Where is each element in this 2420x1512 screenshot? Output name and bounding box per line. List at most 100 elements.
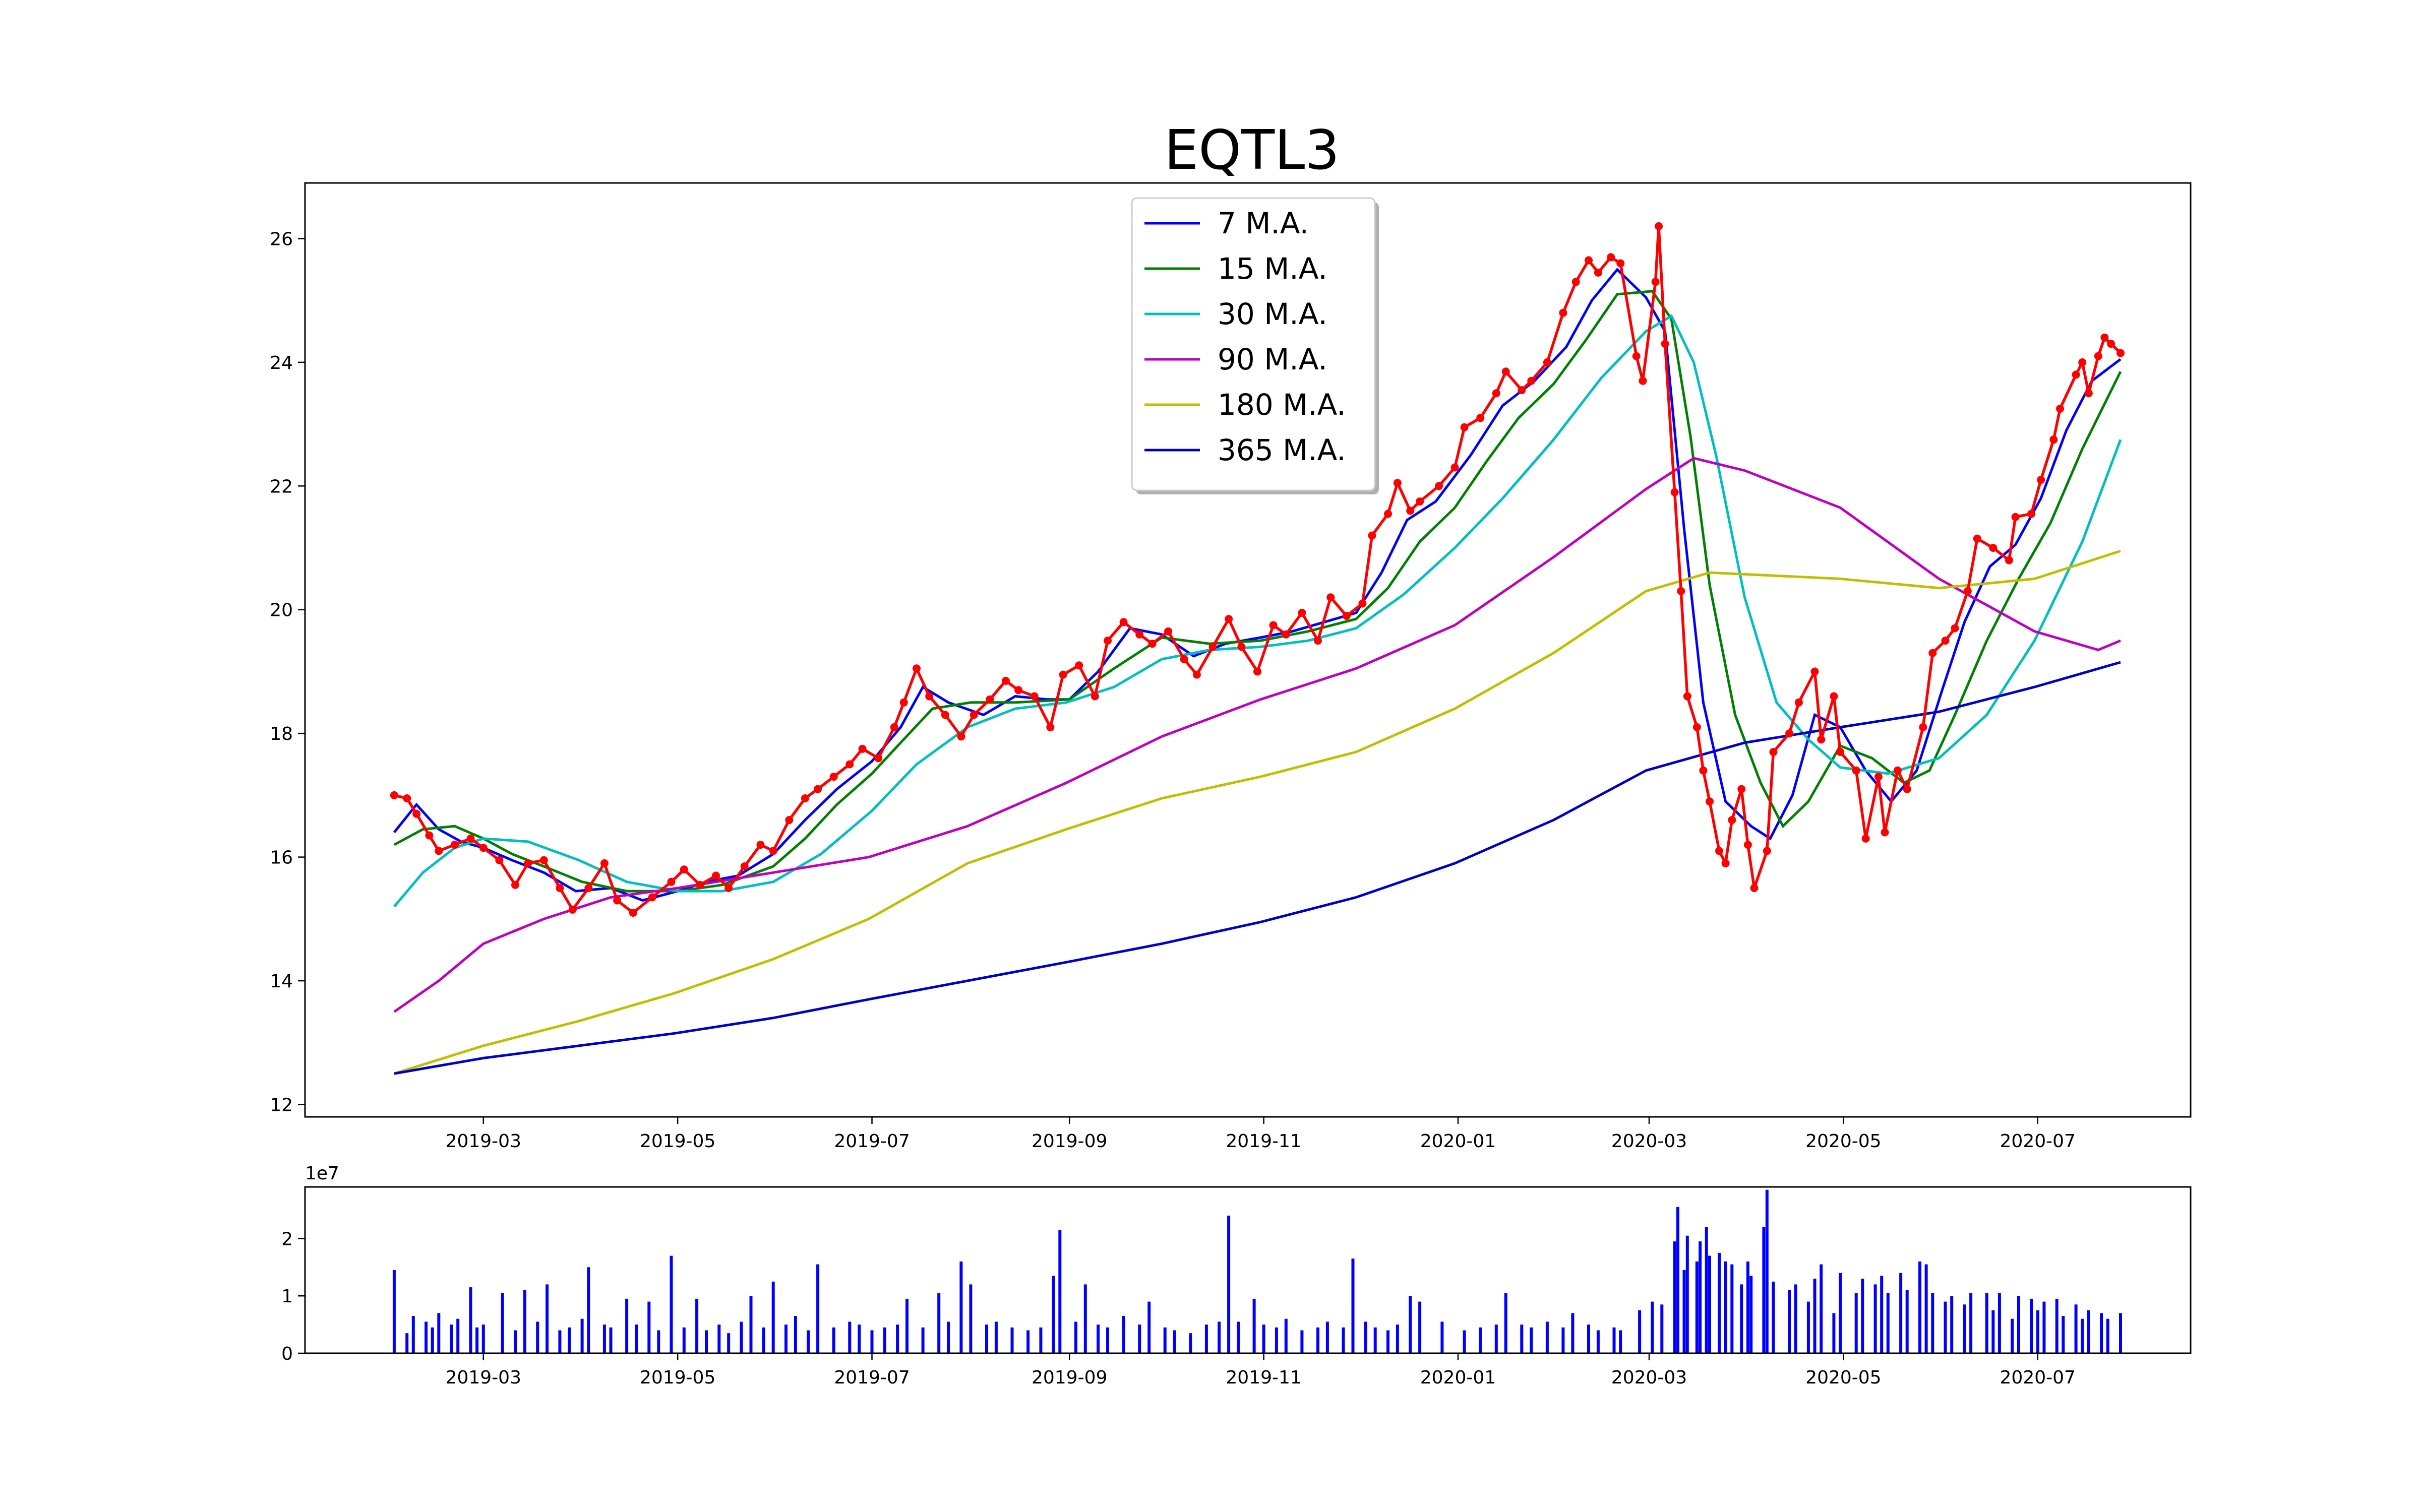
legend-entry: 180 M.A. xyxy=(1218,388,1346,422)
price-point xyxy=(2116,349,2125,357)
volume-bar xyxy=(1724,1261,1727,1353)
price-point xyxy=(1148,640,1157,648)
volume-bar xyxy=(1619,1330,1622,1353)
volume-bar xyxy=(1039,1327,1043,1353)
price-point xyxy=(740,862,749,870)
price-point xyxy=(913,664,921,673)
price-point xyxy=(403,794,411,802)
volume-bar xyxy=(1998,1293,2001,1353)
volume-bar xyxy=(883,1327,886,1353)
volume-bar xyxy=(602,1325,606,1353)
volume-bar xyxy=(1325,1321,1329,1353)
price-point xyxy=(568,905,577,914)
price-point xyxy=(1836,748,1845,756)
volume-x-tick-label: 2019-11 xyxy=(1226,1367,1301,1388)
volume-bar xyxy=(1409,1296,1412,1353)
volume-bar xyxy=(1880,1276,1884,1353)
price-point xyxy=(2078,358,2087,366)
volume-bar xyxy=(905,1298,909,1353)
volume-bar xyxy=(740,1321,743,1353)
price-point xyxy=(2056,404,2064,413)
volume-bar xyxy=(1440,1321,1444,1353)
x-tick-label: 2020-01 xyxy=(1420,1131,1496,1152)
x-tick-label: 2019-09 xyxy=(1032,1131,1107,1152)
price-point xyxy=(667,877,676,886)
volume-bar xyxy=(705,1330,708,1353)
price-point xyxy=(724,884,733,892)
price-point xyxy=(1014,686,1023,695)
volume-bar xyxy=(437,1313,441,1353)
volume-bar xyxy=(717,1325,721,1353)
x-tick-label: 2019-03 xyxy=(446,1131,521,1152)
volume-bar xyxy=(625,1298,629,1353)
volume-bar xyxy=(405,1333,409,1353)
price-point xyxy=(1963,587,1972,595)
volume-x-tick-label: 2019-05 xyxy=(640,1367,715,1388)
volume-bar xyxy=(959,1261,963,1353)
price-point xyxy=(1941,637,1950,645)
volume-bar xyxy=(1097,1325,1100,1353)
volume-bar xyxy=(1749,1276,1753,1353)
volume-bar xyxy=(1918,1261,1921,1353)
volume-bar xyxy=(1944,1301,1947,1353)
price-point xyxy=(1661,340,1669,348)
price-point xyxy=(1683,692,1691,701)
volume-x-tick-label: 2020-01 xyxy=(1420,1367,1496,1388)
price-point xyxy=(524,859,532,867)
volume-bar xyxy=(2030,1298,2033,1353)
y-tick-label: 14 xyxy=(270,971,293,992)
legend-box xyxy=(1131,197,1376,491)
volume-bar xyxy=(1651,1301,1654,1353)
price-point xyxy=(479,844,488,852)
price-point xyxy=(1810,667,1819,676)
volume-bar xyxy=(392,1270,396,1353)
volume-bar xyxy=(2011,1318,2014,1353)
volume-bar xyxy=(1342,1327,1345,1353)
price-point xyxy=(1973,534,1981,543)
volume-bar xyxy=(1905,1290,1909,1353)
volume-bar xyxy=(1991,1310,1995,1353)
volume-bar xyxy=(450,1325,453,1353)
volume-bar xyxy=(2036,1310,2039,1353)
price-point xyxy=(2107,340,2115,348)
volume-bar xyxy=(1820,1264,1823,1353)
price-point xyxy=(1951,624,1959,633)
price-point xyxy=(1794,698,1803,707)
price-point xyxy=(1699,766,1708,775)
y-tick-label: 16 xyxy=(270,848,293,868)
price-point xyxy=(1104,637,1112,645)
volume-bar xyxy=(2017,1296,2020,1353)
volume-bar xyxy=(523,1290,526,1353)
price-point xyxy=(1180,655,1188,663)
x-tick-label: 2019-05 xyxy=(640,1131,715,1152)
volume-bar xyxy=(1386,1330,1389,1353)
volume-x-tick-label: 2019-07 xyxy=(834,1367,910,1388)
volume-bar xyxy=(1587,1325,1590,1353)
volume-bar xyxy=(657,1330,660,1353)
volume-bar xyxy=(1571,1313,1575,1353)
volume-bar xyxy=(1227,1215,1231,1353)
price-point xyxy=(1164,627,1173,636)
volume-bar xyxy=(816,1264,820,1353)
price-point xyxy=(1460,423,1469,431)
volume-bar xyxy=(947,1321,950,1353)
price-point xyxy=(1435,482,1443,490)
y-tick-label: 22 xyxy=(270,476,293,497)
volume-bar xyxy=(985,1325,988,1353)
volume-bar xyxy=(1300,1330,1304,1353)
chart-title: EQTL3 xyxy=(1164,119,1340,182)
price-point xyxy=(1874,773,1883,781)
volume-bar xyxy=(1682,1270,1686,1353)
volume-bar xyxy=(921,1327,925,1353)
y-tick-label: 18 xyxy=(270,724,293,744)
volume-bar xyxy=(1794,1284,1797,1353)
price-point xyxy=(1192,670,1201,679)
price-point xyxy=(1416,497,1424,506)
legend-entry: 365 M.A. xyxy=(1218,433,1346,467)
x-tick-label: 2019-07 xyxy=(834,1131,910,1152)
volume-bar xyxy=(670,1255,673,1353)
volume-bar xyxy=(1138,1325,1141,1353)
volume-bar xyxy=(456,1318,460,1353)
y-tick-label: 20 xyxy=(270,600,293,621)
